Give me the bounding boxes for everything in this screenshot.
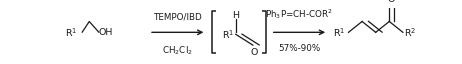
Text: O: O (251, 48, 258, 57)
Text: H: H (232, 11, 239, 20)
Text: R$^2$: R$^2$ (404, 26, 417, 39)
Text: R$^1$: R$^1$ (65, 26, 77, 39)
Text: R$^1$: R$^1$ (334, 26, 346, 39)
Text: 57%-90%: 57%-90% (278, 44, 321, 53)
Text: O: O (388, 0, 395, 4)
Text: Ph$_3$P=CH-COR$^2$: Ph$_3$P=CH-COR$^2$ (266, 8, 334, 22)
Text: TEMPO/IBD: TEMPO/IBD (153, 12, 202, 22)
Text: R$^1$: R$^1$ (222, 28, 234, 41)
Text: CH$_2$Cl$_2$: CH$_2$Cl$_2$ (162, 44, 193, 57)
Text: OH: OH (99, 28, 113, 37)
